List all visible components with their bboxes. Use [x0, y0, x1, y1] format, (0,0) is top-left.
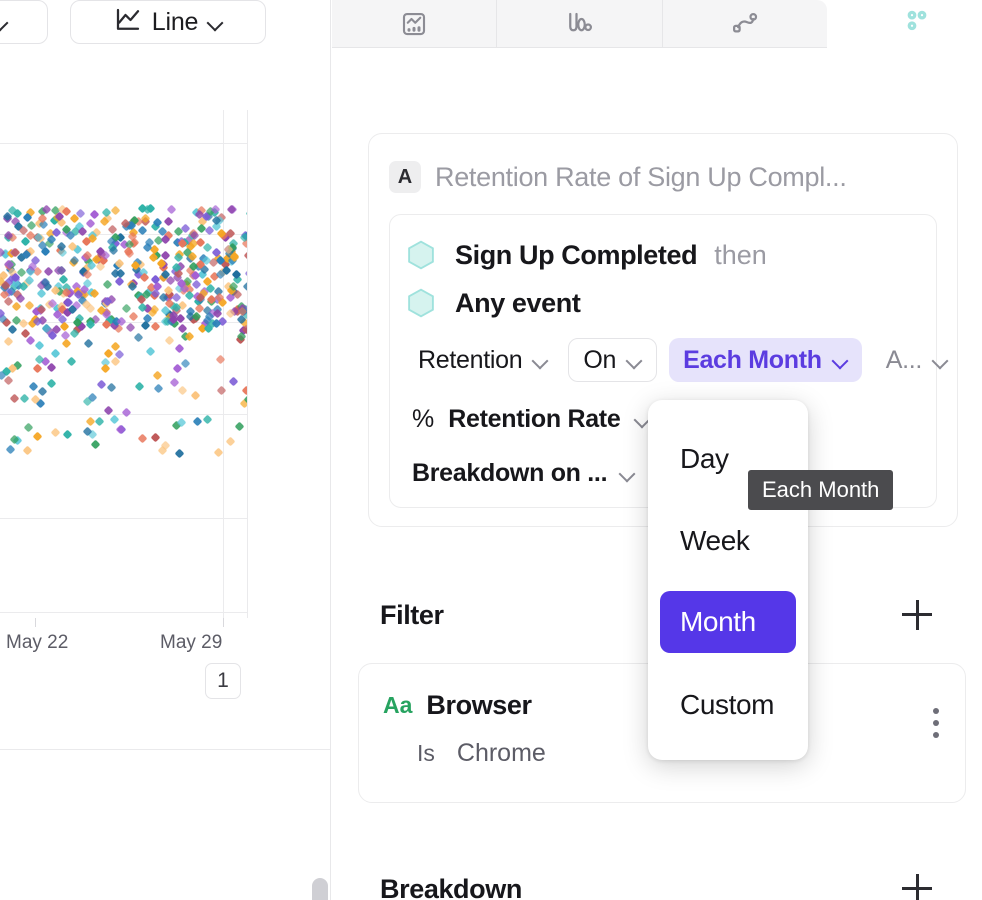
menu-item-label: Month [680, 606, 756, 637]
menu-item-week[interactable]: Week [660, 510, 796, 572]
insights-tab[interactable] [332, 0, 498, 48]
event-label-0: Sign Up Completed [455, 239, 698, 270]
view-type-tabs [332, 0, 827, 48]
chart-toolbar: Line [0, 0, 330, 48]
event-label-1: Any event [455, 287, 581, 318]
metric-name[interactable]: Retention Rate [448, 404, 621, 433]
chart-box-icon [399, 9, 429, 39]
x-tick-label-0: May 22 [6, 632, 69, 653]
text-type-icon: Aa [383, 692, 413, 718]
menu-item-label: Week [680, 525, 750, 556]
chart-type-select[interactable]: Line [70, 0, 266, 44]
query-letter-badge: A [389, 161, 421, 193]
pagination-page-1[interactable]: 1 [205, 663, 241, 699]
scatter-plot[interactable] [0, 110, 248, 618]
event-suffix-0: then [714, 239, 767, 270]
event-row-1[interactable]: Any event [404, 279, 922, 327]
menu-item-day[interactable]: Day [660, 428, 796, 490]
retention-tab[interactable] [663, 0, 827, 48]
interval-dropdown-menu: Day Week Month Custom [648, 400, 808, 760]
query-card: A Retention Rate of Sign Up Compl... Sig… [368, 133, 958, 527]
retention-flow-icon [730, 9, 760, 39]
menu-item-label: Custom [680, 689, 775, 720]
chart-type-label: Line [151, 7, 199, 36]
percent-icon: % [412, 404, 435, 433]
query-card-header: A Retention Rate of Sign Up Compl... [389, 156, 937, 198]
x-tick-label-1: May 29 [160, 632, 223, 653]
filter-condition[interactable]: Is Chrome [359, 721, 965, 768]
filter-section-header: Filter [332, 596, 982, 634]
retention-type-label: Retention [418, 345, 523, 374]
query-controls: Retention On Each Month A... [404, 337, 922, 383]
chevron-down-icon [0, 14, 8, 30]
hexagon-event-icon [404, 238, 438, 272]
chevron-down-icon [832, 352, 848, 368]
filter-section-title: Filter [380, 599, 444, 630]
chevron-down-icon [626, 352, 642, 368]
menu-item-label: Day [680, 443, 729, 474]
breakdown-dots-tab[interactable] [887, 0, 947, 48]
breakdown-section-header: Breakdown [332, 870, 982, 900]
x-axis: May 22 May 29 [0, 618, 248, 664]
hexagon-event-icon [404, 286, 438, 320]
add-breakdown-button[interactable] [902, 874, 932, 900]
funnel-bars-icon [564, 9, 594, 39]
left-partial-select[interactable] [0, 0, 48, 44]
aggregation-label: A... [885, 345, 923, 374]
chart-panel: Line May 22 May 29 1 [0, 0, 331, 900]
breakdown-on-select[interactable]: Breakdown on ... [404, 453, 922, 493]
interval-tooltip: Each Month [748, 470, 894, 510]
filter-value: Chrome [456, 739, 546, 767]
filter-item-header[interactable]: Aa Browser [359, 664, 965, 721]
left-panel-scrollbar[interactable] [312, 878, 328, 900]
retention-type-select[interactable]: Retention [404, 338, 562, 382]
chevron-down-icon [532, 352, 548, 368]
menu-item-custom[interactable]: Custom [660, 674, 796, 736]
menu-item-month[interactable]: Month [660, 591, 796, 653]
filter-item-menu-button[interactable] [933, 708, 939, 738]
chevron-down-icon [932, 352, 948, 368]
line-chart-icon [113, 5, 143, 40]
funnel-tab[interactable] [497, 0, 663, 48]
config-panel: A Retention Rate of Sign Up Compl... Sig… [332, 0, 982, 900]
interval-label: Each Month [683, 345, 822, 374]
query-title[interactable]: Retention Rate of Sign Up Compl... [435, 161, 847, 192]
on-select[interactable]: On [568, 338, 658, 382]
breakdown-on-label: Breakdown on ... [412, 458, 608, 487]
on-label: On [583, 345, 617, 374]
aggregation-select[interactable]: A... [872, 338, 962, 382]
breakdown-section-title: Breakdown [380, 873, 522, 900]
chart-area: May 22 May 29 1 [0, 110, 330, 750]
event-row-0[interactable]: Sign Up Completed then [404, 231, 922, 279]
add-filter-button[interactable] [902, 600, 932, 630]
chevron-down-icon [619, 465, 635, 481]
chevron-down-icon [207, 14, 223, 30]
filter-property-name: Browser [426, 690, 532, 720]
filter-operator: Is [417, 740, 435, 766]
breakdown-dots-icon [902, 7, 932, 42]
interval-select[interactable]: Each Month [669, 338, 862, 382]
